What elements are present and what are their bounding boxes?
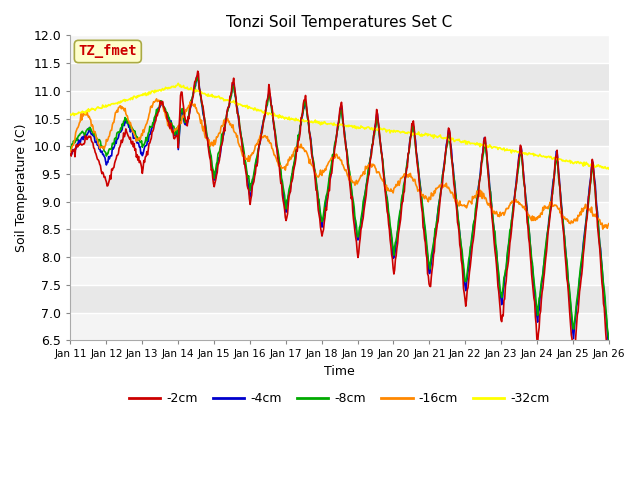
-4cm: [193, 73, 201, 79]
-16cm: [76, 119, 84, 124]
-16cm: [216, 130, 223, 136]
-32cm: [406, 130, 413, 135]
-2cm: [132, 146, 140, 152]
Legend: -2cm, -4cm, -8cm, -16cm, -32cm: -2cm, -4cm, -8cm, -16cm, -32cm: [124, 387, 555, 410]
-4cm: [605, 345, 612, 351]
Line: -8cm: -8cm: [70, 78, 609, 339]
-8cm: [605, 336, 612, 342]
-32cm: [76, 110, 84, 116]
-16cm: [605, 221, 612, 227]
-2cm: [76, 141, 84, 146]
-4cm: [186, 106, 194, 111]
-32cm: [175, 81, 182, 86]
-4cm: [67, 153, 74, 159]
Bar: [70, 202, 609, 229]
-16cm: [67, 149, 74, 155]
-32cm: [605, 166, 612, 172]
Line: -2cm: -2cm: [70, 71, 609, 372]
-32cm: [132, 95, 140, 100]
-16cm: [187, 102, 195, 108]
-32cm: [187, 85, 195, 91]
-4cm: [132, 136, 140, 142]
-8cm: [216, 149, 223, 155]
Line: -4cm: -4cm: [70, 76, 609, 348]
Title: Tonzi Soil Temperatures Set C: Tonzi Soil Temperatures Set C: [227, 15, 452, 30]
-16cm: [153, 96, 161, 102]
Bar: [70, 257, 609, 285]
-16cm: [599, 226, 607, 232]
Y-axis label: Soil Temperature (C): Soil Temperature (C): [15, 124, 28, 252]
-32cm: [67, 111, 74, 117]
-2cm: [422, 240, 429, 245]
-2cm: [194, 68, 202, 74]
Bar: [70, 146, 609, 174]
-2cm: [186, 104, 194, 110]
Bar: [70, 91, 609, 119]
-4cm: [422, 232, 429, 238]
-2cm: [216, 157, 223, 163]
-2cm: [605, 370, 612, 375]
-2cm: [67, 151, 74, 157]
-4cm: [216, 155, 223, 160]
-16cm: [132, 134, 140, 140]
Bar: [70, 312, 609, 340]
-4cm: [406, 140, 413, 145]
-32cm: [216, 94, 223, 100]
-4cm: [76, 140, 84, 146]
-8cm: [76, 131, 84, 136]
Line: -16cm: -16cm: [70, 99, 609, 229]
-32cm: [422, 131, 429, 136]
-16cm: [422, 193, 429, 199]
-16cm: [406, 173, 413, 179]
-2cm: [406, 142, 413, 147]
-8cm: [67, 144, 74, 150]
Bar: [70, 36, 609, 63]
-8cm: [422, 227, 429, 232]
Line: -32cm: -32cm: [70, 84, 609, 169]
-8cm: [132, 132, 140, 137]
-8cm: [186, 105, 194, 110]
X-axis label: Time: Time: [324, 365, 355, 378]
Text: TZ_fmet: TZ_fmet: [79, 45, 137, 59]
-8cm: [406, 144, 413, 150]
-8cm: [194, 75, 202, 81]
